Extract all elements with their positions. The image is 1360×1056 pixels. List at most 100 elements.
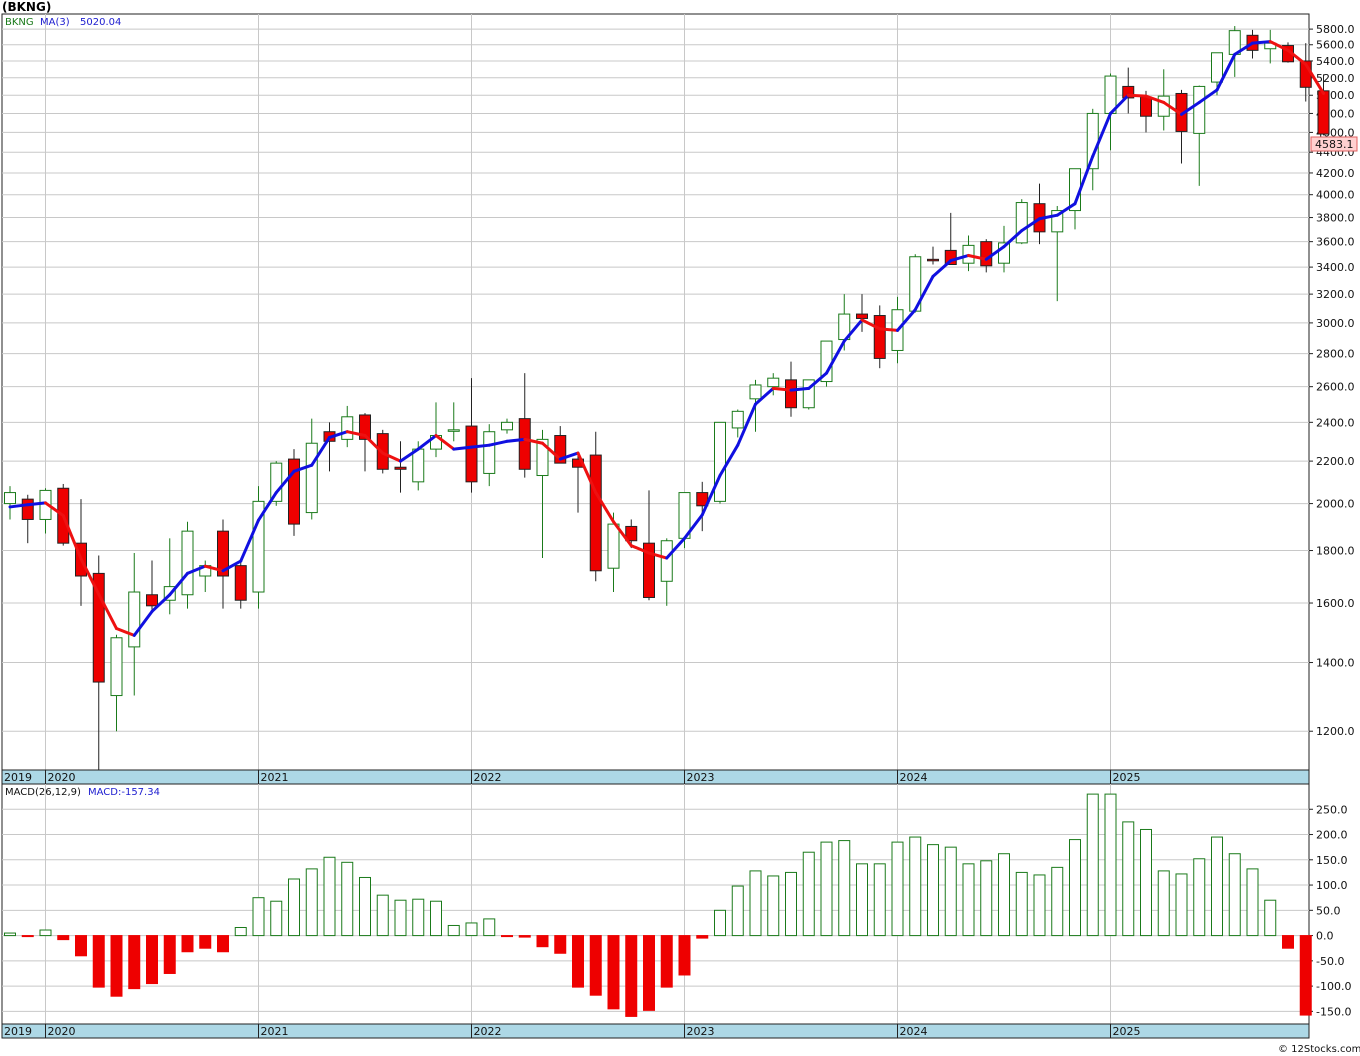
last-price-label: 4583.1 [1315,138,1354,151]
macd-bar-positive [802,851,815,937]
candle-down [554,435,567,464]
macd-bar-positive [465,922,478,937]
copyright: © 12Stocks.com [1278,1044,1360,1055]
candle-up [749,384,762,400]
price-tick-label: 3400.0 [1316,261,1355,274]
ma-segment [1180,100,1201,116]
candle-up [447,429,460,432]
macd-bar-positive [998,853,1010,937]
price-tick-label: 2000.0 [1316,498,1355,511]
ma-segment [399,447,420,463]
macd-bar-positive [927,844,939,937]
ma-segment [221,559,243,573]
price-tick-label: 3000.0 [1316,317,1355,330]
macd-bar-positive [820,841,833,937]
ma-segment [1020,217,1041,233]
macd-tick-label: 100.0 [1316,879,1348,892]
ma-segment [115,627,136,637]
ma-segment [1286,48,1308,66]
ma-segment [434,434,456,451]
price-tick-label: 2400.0 [1316,416,1355,429]
price-tick-label: 5600.0 [1316,39,1355,52]
ma-segment [612,520,633,548]
macd-bar-negative [643,935,655,1011]
ma-segment [1268,40,1290,52]
macd-bar-positive [323,856,336,937]
ma-segment [1304,62,1325,95]
candle-up [110,637,123,697]
macd-bar-positive [288,878,300,937]
macd-title: MACD(26,12,9) [5,787,81,798]
ma-segment [168,571,189,597]
macd-bar-negative [607,935,620,1010]
price-tick-label: 4200.0 [1316,167,1355,180]
ma-segment [26,501,47,507]
ma-segment [1091,111,1112,158]
macd-bar-negative [128,935,141,990]
macd-bars [4,793,1312,1017]
candle-down [217,530,229,577]
macd-bar-positive [838,840,851,937]
price-tick-label: 5400.0 [1316,55,1355,68]
macd-bar-negative [660,935,673,988]
ma-segment [274,469,296,495]
candle-down [465,425,478,483]
macd-bar-positive [944,846,957,937]
macd-bar-positive [39,929,52,937]
macd-bar-positive [891,841,904,937]
price-tick-label: 2200.0 [1316,455,1355,468]
candle-up [660,540,673,582]
ma-segment [683,513,704,540]
macd-bar-positive [341,861,354,937]
candle-up [1193,85,1206,134]
macd-tick-label: 150.0 [1316,854,1348,867]
macd-bar-positive [1015,871,1028,937]
ma-segment [718,443,740,478]
ma-segment [629,544,651,555]
price-tick-label: 4000.0 [1316,189,1355,202]
ma-segment [576,451,598,495]
ma-segment [700,474,722,517]
date-label: 2025 [1113,1025,1141,1038]
candle-down [589,454,602,572]
ma-segment [150,593,172,613]
date-label: 2022 [474,771,502,784]
macd-bar-positive [359,876,371,937]
ma-segment [310,435,331,467]
macd-tick-label: -100.0 [1316,980,1351,993]
ma-segment [1162,100,1183,116]
candle-down [92,572,105,683]
ma-segment [505,437,527,443]
ma-segment [665,536,686,560]
ma-segment [44,501,65,518]
macd-tick-label: 200.0 [1316,829,1348,842]
ma-segment [79,557,101,596]
candle-down [394,466,407,470]
candle-down [146,594,158,607]
candle-up [128,591,141,648]
candle-up [607,523,620,569]
macd-date-labels: 2019 2020 2021 2022 2023 2024 2025 [4,1024,1141,1038]
ma-segment [558,451,580,461]
macd-value: MACD:-157.34 [88,787,160,798]
macd-bar-positive [980,860,993,937]
price-tick-label: 2600.0 [1316,381,1355,394]
date-label: 2023 [687,1025,715,1038]
ma-segment [1144,94,1166,104]
macd-bar-positive [767,875,780,937]
ma-segment [825,339,846,375]
macd-bar-negative [92,935,105,988]
ma-segment [61,514,83,561]
candle-down [1317,90,1330,135]
chart-title: (BKNG) [2,0,51,14]
price-tick-label: 5800.0 [1316,23,1355,36]
macd-bar-positive [412,898,425,937]
ma-segment [1251,40,1272,45]
ma-segment [452,445,473,451]
date-label: 2024 [900,771,928,784]
ma-segment [8,503,30,509]
macd-bar-positive [1051,866,1064,937]
price-axis: 1200.0 1400.0 1600.0 1800.0 2000.0 2200.0 2400… [1309,23,1355,738]
macd-bar-positive [749,870,762,937]
date-label: 2024 [900,1025,928,1038]
